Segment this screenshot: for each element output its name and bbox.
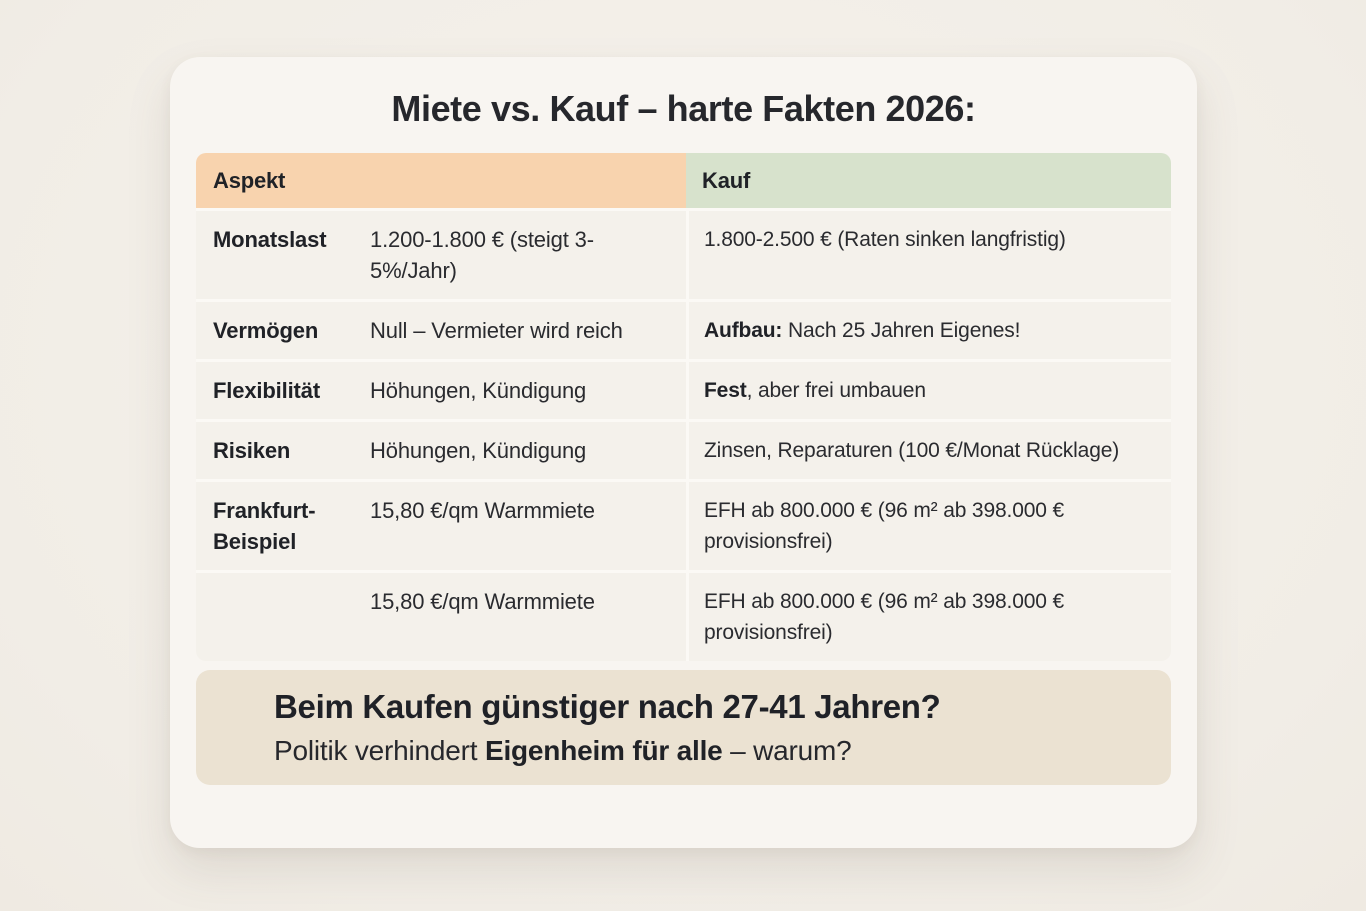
table-row-vermoegen: Vermögen Null – Vermieter wird reich Auf… [196, 299, 1171, 359]
kauf-value-bold: Aufbau: [704, 319, 783, 342]
kauf-value: Fest, aber frei umbauen [686, 362, 1171, 419]
aspect-label: Flexibilität [213, 378, 320, 403]
callout-question-secondary: Politik verhindert Eigenheim für alle – … [274, 735, 1171, 767]
aspect-label: Risiken [213, 438, 291, 463]
table-row-risiken: Risiken Höhungen, Kündigung Zinsen, Repa… [196, 419, 1171, 479]
miete-value: Höhungen, Kündigung [370, 438, 587, 463]
kauf-value: EFH ab 800.000 € (96 m² ab 398.000 € pro… [686, 482, 1171, 570]
aspect-label [196, 573, 370, 661]
table-header-row: Aspekt Kauf [196, 153, 1171, 208]
miete-value: 15,80 €/qm Warmmiete [370, 589, 595, 614]
summary-callout: Beim Kaufen günstiger nach 27-41 Jahren?… [196, 670, 1171, 785]
aspect-label: Frankfurt-Beispiel [213, 498, 316, 554]
table-row-frankfurt-beispiel-2: 15,80 €/qm Warmmiete EFH ab 800.000 € (9… [196, 570, 1171, 661]
page-title: Miete vs. Kauf – harte Fakten 2026: [391, 88, 976, 129]
kauf-value-rest: Nach 25 Jahren Eigenes! [782, 319, 1021, 342]
kauf-value-rest: EFH ab 800.000 € (96 m² ab 398.000 € pro… [704, 499, 1065, 553]
miete-value: 1.200-1.800 € (steigt 3-5%/Jahr) [370, 227, 594, 283]
kauf-value-rest: 1.800-2.500 € (Raten sinken langfristig) [704, 228, 1066, 251]
comparison-table: Aspekt Kauf Monatslast 1.200-1.800 € (st… [196, 153, 1171, 661]
kauf-value-rest: EFH ab 800.000 € (96 m² ab 398.000 € pro… [704, 590, 1065, 644]
table-row-monatslast: Monatslast 1.200-1.800 € (steigt 3-5%/Ja… [196, 208, 1171, 299]
kauf-value: Aufbau: Nach 25 Jahren Eigenes! [686, 302, 1171, 359]
aspect-label: Monatslast [213, 227, 327, 252]
kauf-value-rest: , aber frei umbauen [746, 379, 926, 402]
callout-question-primary: Beim Kaufen günstiger nach 27-41 Jahren? [274, 688, 941, 725]
infographic-card: Miete vs. Kauf – harte Fakten 2026: Aspe… [170, 57, 1197, 848]
callout-text-prefix: Politik verhindert [274, 735, 485, 766]
table-row-frankfurt-beispiel: Frankfurt-Beispiel 15,80 €/qm Warmmiete … [196, 479, 1171, 570]
miete-value: Null – Vermieter wird reich [370, 318, 623, 343]
callout-text-bold: Eigenheim für alle [484, 735, 723, 766]
miete-value: 15,80 €/qm Warmmiete [370, 498, 595, 523]
column-header-aspekt: Aspekt [196, 153, 686, 208]
kauf-value: 1.800-2.500 € (Raten sinken langfristig) [686, 211, 1171, 299]
kauf-value-bold: Fest [704, 379, 747, 402]
miete-value: Höhungen, Kündigung [370, 378, 587, 403]
table-row-flexibilitaet: Flexibilität Höhungen, Kündigung Fest, a… [196, 359, 1171, 419]
kauf-value-rest: Zinsen, Reparaturen (100 €/Monat Rücklag… [704, 439, 1120, 462]
callout-text-suffix: – warum? [722, 735, 852, 766]
kauf-value: EFH ab 800.000 € (96 m² ab 398.000 € pro… [686, 573, 1171, 661]
column-header-kauf: Kauf [686, 153, 1171, 208]
aspect-label: Vermögen [213, 318, 319, 343]
kauf-value: Zinsen, Reparaturen (100 €/Monat Rücklag… [686, 422, 1171, 479]
